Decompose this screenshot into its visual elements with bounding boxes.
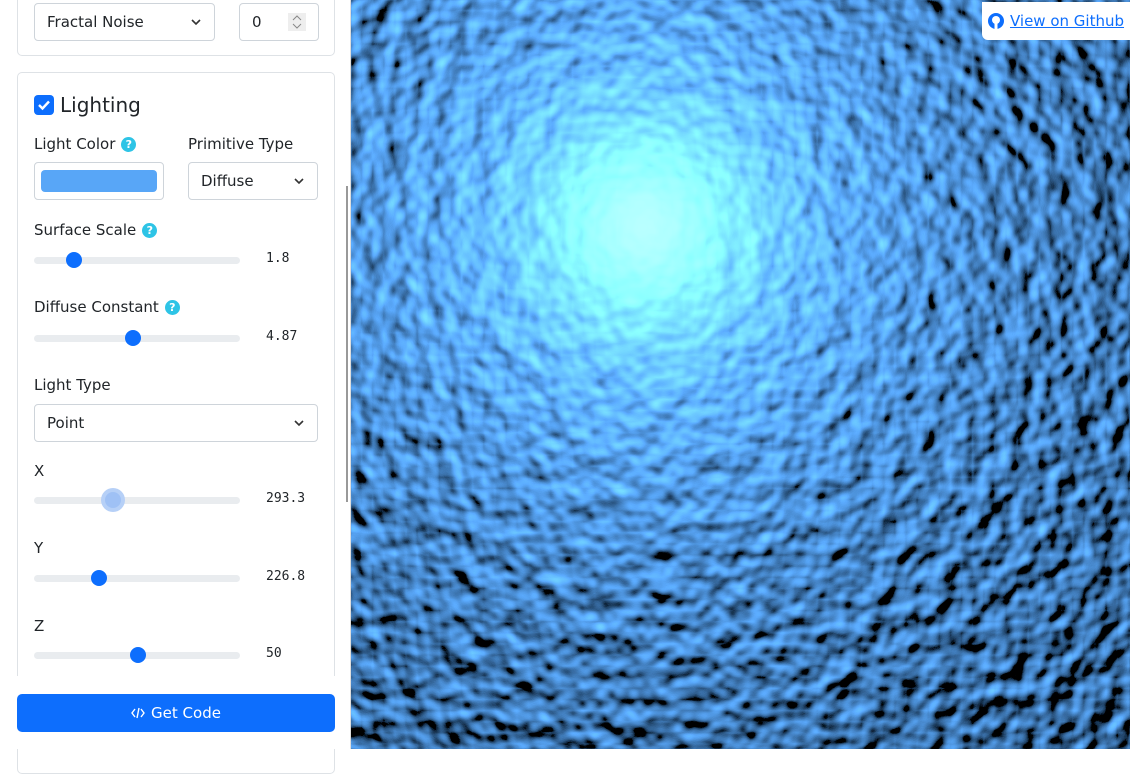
slider-thumb[interactable]: [105, 492, 121, 508]
surface-scale-row: Surface Scale?: [34, 221, 158, 239]
y-slider[interactable]: [34, 570, 240, 586]
get-code-label: Get Code: [151, 704, 221, 722]
light-color-label: Light Color: [34, 135, 116, 153]
noise-card: Fractal Noise 0: [17, 0, 335, 56]
z-label: Z: [34, 617, 45, 635]
surface-scale-slider[interactable]: [34, 252, 240, 268]
chevron: [191, 19, 201, 26]
slider-thumb[interactable]: [125, 330, 141, 346]
diffuse-constant-slider[interactable]: [34, 330, 240, 346]
lighting-card: Lighting Light Color? Primitive Type Dif…: [17, 72, 335, 774]
spinner: [288, 13, 306, 31]
lighting-checkbox[interactable]: [34, 95, 54, 115]
seed-input[interactable]: 0: [239, 3, 319, 41]
primitive-type-label: Primitive Type: [188, 135, 294, 153]
diffuse-constant-value: 4.87: [266, 329, 298, 344]
slider-thumb[interactable]: [130, 647, 146, 663]
github-link[interactable]: View on Github: [982, 2, 1130, 40]
github-label: View on Github: [1009, 12, 1125, 30]
noise-type: Fractal Noise: [47, 13, 144, 31]
lit-noise: [351, 0, 1130, 749]
help-icon[interactable]: ?: [121, 137, 137, 152]
light-type-select[interactable]: Point: [34, 404, 318, 442]
light-color-input[interactable]: [34, 162, 164, 200]
light-color-label-row: Light Color?: [34, 135, 137, 153]
y-label: Y: [34, 539, 44, 557]
primitive-type: Diffuse: [201, 172, 254, 190]
z-slider[interactable]: [34, 647, 240, 663]
light-type-label: Light Type: [34, 376, 111, 394]
slider-thumb[interactable]: [91, 570, 107, 586]
x-label: X: [34, 462, 45, 480]
surface-scale-label: Surface Scale: [34, 221, 137, 239]
surface-scale-value: 1.8: [266, 251, 290, 266]
diffuse-constant-label: Diffuse Constant: [34, 298, 159, 316]
help-icon[interactable]: ?: [142, 223, 158, 238]
help-icon[interactable]: ?: [164, 300, 180, 315]
lighting-title: Lighting: [60, 93, 141, 117]
preview-canvas: [351, 0, 1130, 749]
slider-thumb[interactable]: [66, 252, 82, 268]
noise-type-select[interactable]: Fractal Noise: [34, 3, 215, 41]
z-value: 50: [266, 646, 282, 661]
x-value: 293.3: [266, 491, 306, 506]
primitive-type-select[interactable]: Diffuse: [188, 162, 318, 200]
seed-value: 0: [252, 13, 262, 31]
x-slider[interactable]: [34, 492, 240, 508]
scrollbar: [346, 186, 348, 502]
chevron: [294, 178, 304, 185]
diffuse-constant-row: Diffuse Constant?: [34, 298, 180, 316]
control-panel: Fractal Noise 0 Lighting Light Color? Pr…: [0, 0, 351, 774]
github-icon: [987, 13, 1004, 29]
color-swatch: [41, 170, 157, 192]
chevron: [294, 420, 304, 427]
get-code-button[interactable]: Get Code: [17, 694, 335, 732]
code-icon: [131, 707, 145, 719]
lighting-header: Lighting: [34, 93, 141, 117]
y-value: 226.8: [266, 569, 306, 584]
light-type: Point: [47, 414, 85, 432]
